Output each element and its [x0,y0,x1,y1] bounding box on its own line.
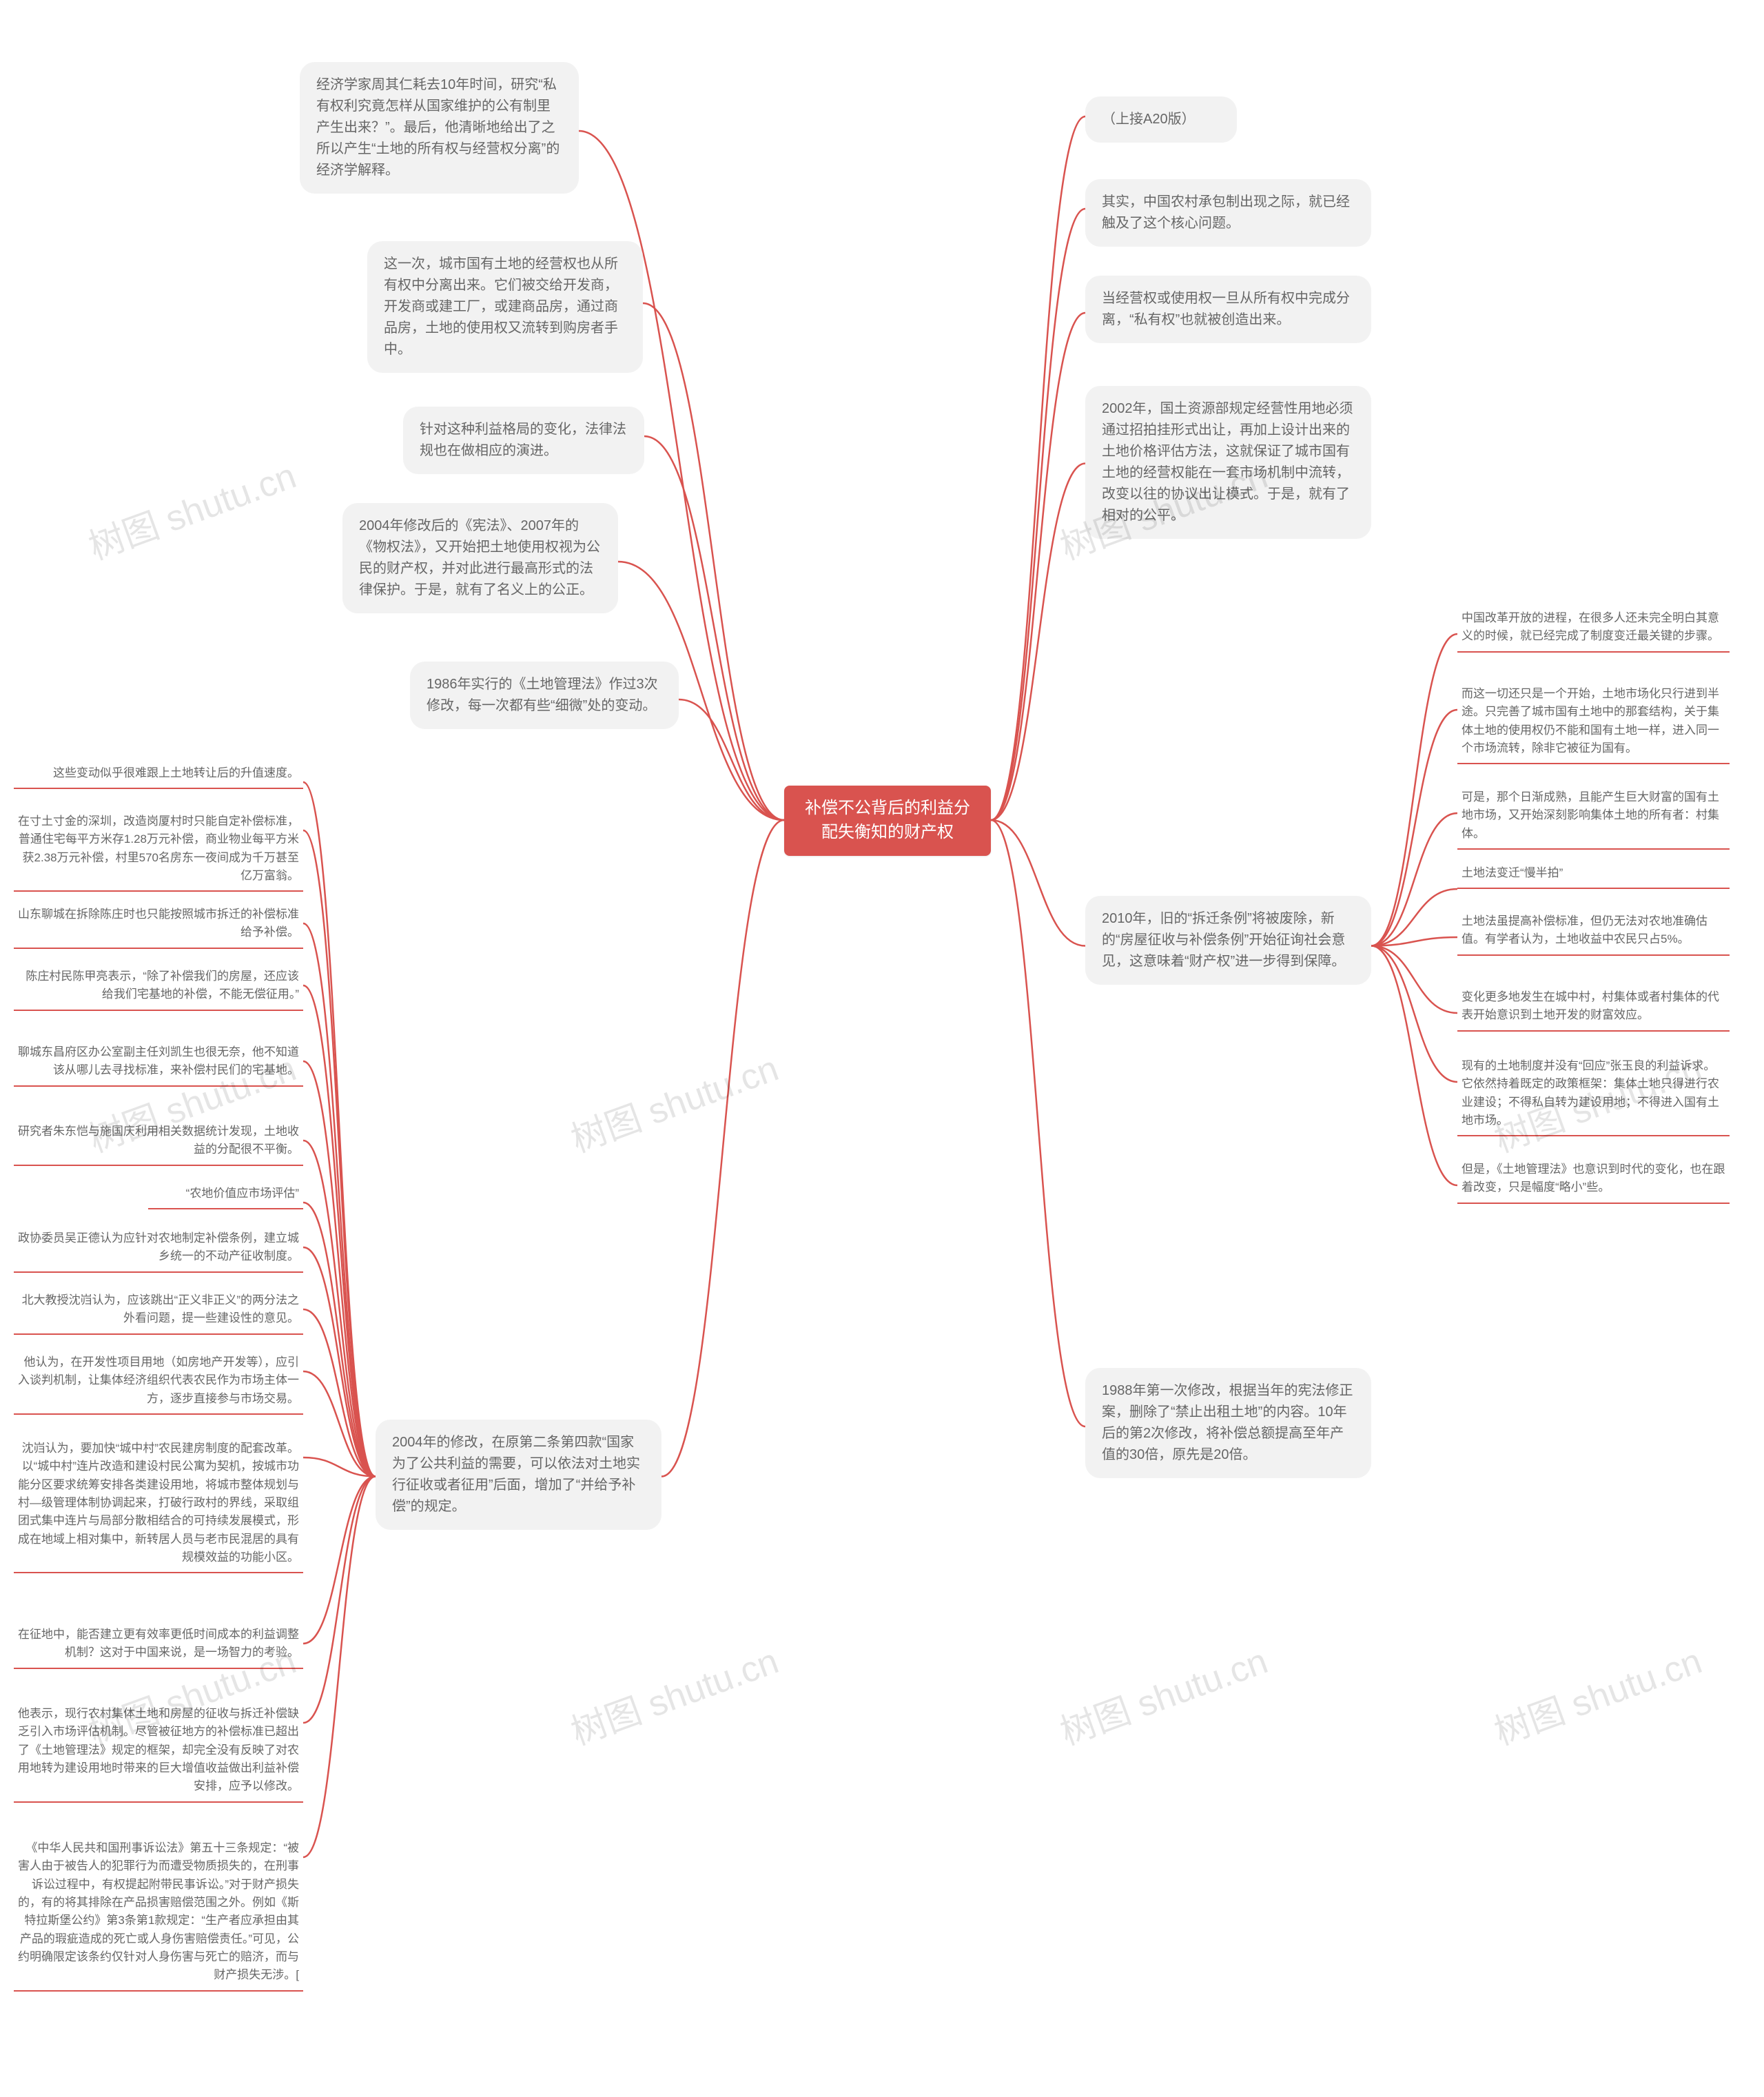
watermark: 树图 shutu.cn [81,447,302,569]
edge [1371,889,1457,946]
watermark: 树图 shutu.cn [563,1632,785,1755]
edge [303,1309,376,1477]
leaf-node[interactable]: 中国改革开放的进程，在很多人还未完全明白其意义的时候，就已经完成了制度变迁最关键… [1457,606,1730,653]
edge [643,303,784,820]
edge [303,1477,376,1723]
edge [679,699,784,820]
mindmap-canvas: 补偿不公背后的利益分配失衡知的财产权 经济学家周其仁耗去10年时间，研究“私有权利… [0,0,1764,2097]
branch-node[interactable]: 经济学家周其仁耗去10年时间，研究“私有权利究竟怎样从国家维护的公有制里产生出来… [300,62,579,194]
leaf-node[interactable]: 聊城东昌府区办公室副主任刘凯生也很无奈，他不知道该从哪儿去寻找标准，来补偿村民们… [14,1041,303,1087]
edge [1371,710,1457,946]
edge [991,464,1085,821]
edge [303,1457,376,1477]
leaf-node[interactable]: “农地价值应市场评估” [148,1182,303,1209]
branch-node[interactable]: 2002年，国土资源部规定经营性用地必须通过招拍挂形式出让，再加上设计出来的土地… [1085,386,1371,539]
branch-node[interactable]: 这一次，城市国有土地的经营权也从所有权中分离出来。它们被交给开发商，开发商或建工… [367,241,643,373]
leaf-node[interactable]: 变化更多地发生在城中村，村集体或者村集体的代表开始意识到土地开发的财富效应。 [1457,985,1730,1032]
edge [303,1203,376,1477]
leaf-node[interactable]: 在征地中，能否建立更有效率更低时间成本的利益调整机制？这对于中国来说，是一场智力… [14,1623,303,1669]
leaf-node[interactable]: 可是，那个日渐成熟，且能产生巨大财富的国有土地市场，又开始深刻影响集体土地的所有… [1457,786,1730,850]
branch-node[interactable]: 2010年，旧的“拆迁条例”将被废除，新的“房屋征收与补偿条例”开始征询社会意见… [1085,896,1371,985]
edge [662,820,784,1477]
branch-node[interactable]: 1986年实行的《土地管理法》作过3次修改，每一次都有些“细微”处的变动。 [410,662,679,729]
leaf-node[interactable]: 陈庄村民陈甲亮表示，“除了补偿我们的房屋，还应该给我们宅基地的补偿，不能无偿征用… [14,965,303,1011]
edge [303,782,376,1477]
edge [303,1247,376,1477]
leaf-node[interactable]: 这些变动似乎很难跟上土地转让后的升值速度。 [14,761,303,789]
edge [303,1371,376,1477]
edge [1371,946,1457,1014]
edge [991,116,1085,820]
leaf-node[interactable]: 北大教授沈岿认为，应该跳出“正义非正义”的两分法之外看问题，提一些建设性的意见。 [14,1289,303,1335]
branch-node[interactable]: （上接A20版） [1085,96,1237,143]
leaf-node[interactable]: 现有的土地制度并没有“回应”张玉良的利益诉求。它依然持着既定的政策框架：集体土地… [1457,1054,1730,1136]
leaf-node[interactable]: 他表示，现行农村集体土地和房屋的征收与拆迁补偿缺乏引入市场评估机制。尽管被征地方… [14,1702,303,1803]
edge [1371,946,1457,1083]
branch-node[interactable]: 1988年第一次修改，根据当年的宪法修正案，删除了“禁止出租土地”的内容。10年… [1085,1368,1371,1478]
branch-node[interactable]: 2004年的修改，在原第二条第四款“国家为了公共利益的需要，可以依法对土地实行征… [376,1420,662,1530]
leaf-node[interactable]: 山东聊城在拆除陈庄时也只能按照城市拆迁的补偿标准给予补偿。 [14,903,303,949]
leaf-node[interactable]: 他认为，在开发性项目用地（如房地产开发等），应引入谈判机制，让集体经济组织代表农… [14,1351,303,1415]
edge [303,1477,376,1644]
edge [1371,634,1457,946]
edge [303,1061,376,1477]
edge [991,313,1085,820]
watermark: 树图 shutu.cn [563,1039,785,1162]
watermark: 树图 shutu.cn [1486,1632,1708,1755]
branch-node[interactable]: 针对这种利益格局的变化，法律法规也在做相应的演进。 [403,407,644,474]
edge [1371,813,1457,946]
root-node[interactable]: 补偿不公背后的利益分配失衡知的财产权 [784,786,991,856]
edge [1371,946,1457,1186]
edge [303,985,376,1477]
edge [303,1140,376,1477]
edge [303,1477,376,1858]
edge [991,209,1085,820]
leaf-node[interactable]: 土地法虽提高补偿标准，但仍无法对农地准确估值。有学者认为，土地收益中农民只占5%… [1457,910,1730,956]
watermark: 树图 shutu.cn [1052,1632,1274,1755]
leaf-node[interactable]: 在寸土寸金的深圳，改造岗厦村时只能自定补偿标准，普通住宅每平方米存1.28万元补… [14,810,303,892]
leaf-node[interactable]: 沈岿认为，要加快“城中村”农民建房制度的配套改革。以“城中村”连片改造和建设村民… [14,1437,303,1573]
branch-node[interactable]: 2004年修改后的《宪法》、2007年的《物权法》，又开始把土地使用权视为公民的… [342,503,618,613]
edge [1371,937,1457,946]
branch-node[interactable]: 其实，中国农村承包制出现之际，就已经触及了这个核心问题。 [1085,179,1371,247]
leaf-node[interactable]: 研究者朱东恺与施国庆利用相关数据统计发现，土地收益的分配很不平衡。 [14,1120,303,1166]
edge [303,830,376,1477]
leaf-node[interactable]: 而这一切还只是一个开始，土地市场化只行进到半途。只完善了城市国有土地中的那套结构… [1457,682,1730,764]
leaf-node[interactable]: 政协委员吴正德认为应针对农地制定补偿条例，建立城乡统一的不动产征收制度。 [14,1227,303,1273]
leaf-node[interactable]: 《中华人民共和国刑事诉讼法》第五十三条规定：“被害人由于被告人的犯罪行为而遭受物… [14,1837,303,1992]
edge [991,820,1085,946]
edge [303,923,376,1477]
leaf-node[interactable]: 但是，《土地管理法》也意识到时代的变化，也在跟着改变，只是幅度“略小”些。 [1457,1158,1730,1204]
edge [644,436,784,820]
edge [991,820,1085,1426]
leaf-node[interactable]: 土地法变迁“慢半拍” [1457,861,1730,889]
branch-node[interactable]: 当经营权或使用权一旦从所有权中完成分离，“私有权”也就被创造出来。 [1085,276,1371,343]
